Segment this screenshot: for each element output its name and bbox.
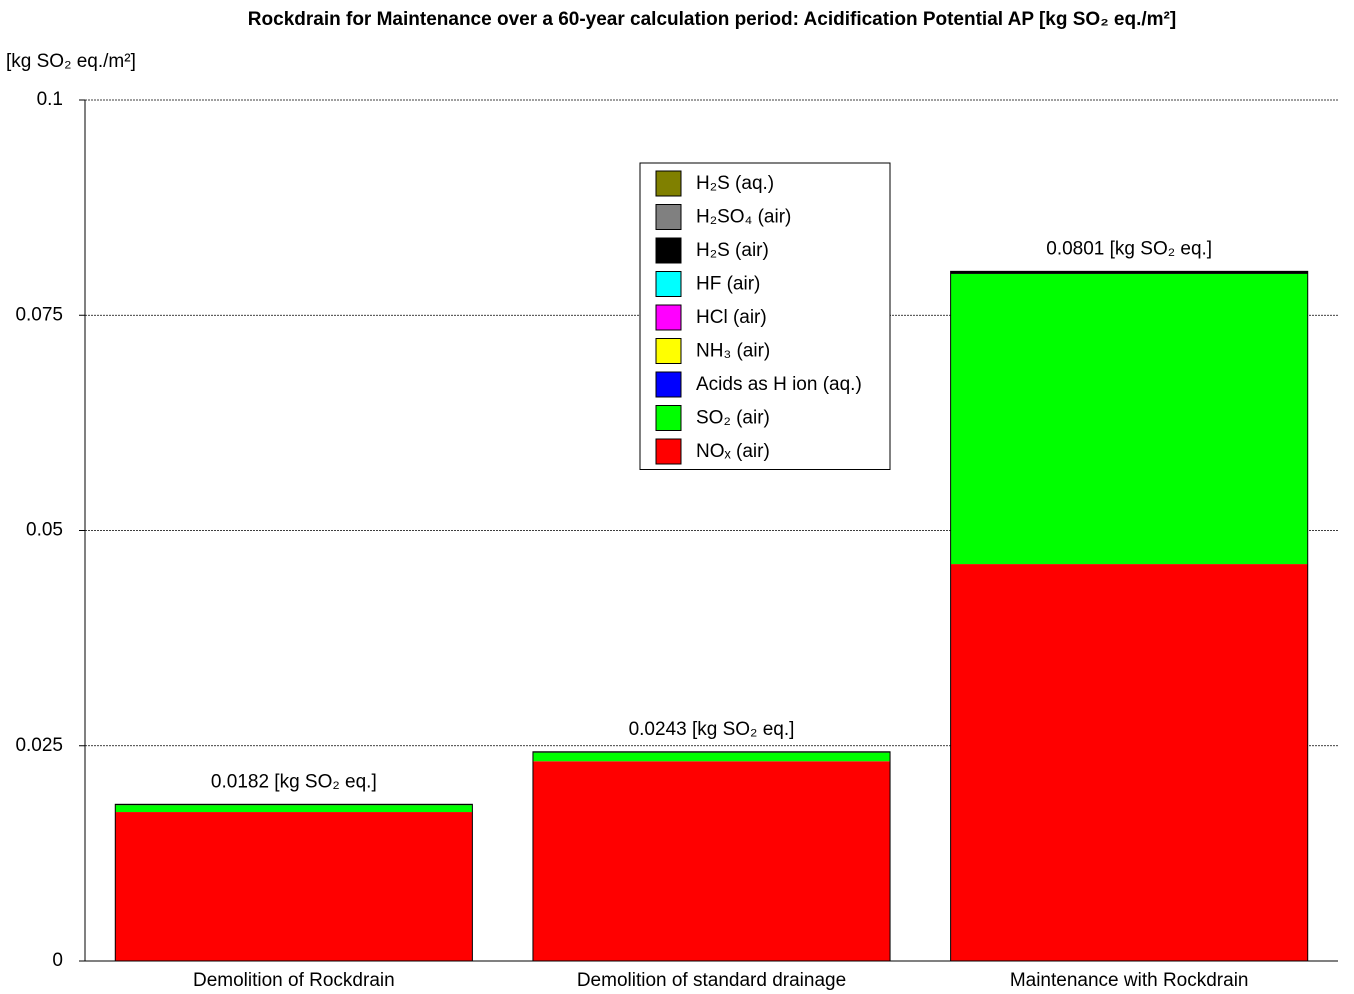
legend-label: Acids as H ion (aq.): [696, 374, 862, 395]
legend-label: HF (air): [696, 274, 760, 295]
total-label: 0.0243 [kg SO₂ eq.]: [629, 719, 795, 740]
legend-box: [639, 162, 891, 470]
bar-segment: [532, 761, 891, 961]
bar-segment: [950, 271, 1308, 274]
legend-label: H₂S (aq.): [696, 173, 774, 194]
legend-swatch: [655, 438, 682, 465]
legend-label: NOₓ (air): [696, 441, 770, 462]
legend-label: H₂S (air): [696, 240, 769, 261]
bar-segment: [115, 805, 473, 813]
bar-segment: [950, 273, 1308, 565]
x-tick-label: Demolition of Rockdrain: [193, 970, 395, 991]
legend-swatch: [655, 237, 682, 264]
x-tick-label: Maintenance with Rockdrain: [1010, 970, 1249, 991]
legend-swatch: [655, 371, 682, 398]
bar-segment: [950, 564, 1308, 961]
legend-swatch: [655, 405, 682, 431]
y-tick-label: 0: [52, 950, 63, 971]
x-tick-label: Demolition of standard drainage: [577, 970, 846, 991]
bar-segment: [532, 752, 891, 762]
y-tick-label: 0.1: [37, 89, 63, 110]
y-tick-label: 0.025: [15, 735, 63, 756]
legend-label: SO₂ (air): [696, 408, 770, 429]
legend-label: NH₃ (air): [696, 341, 770, 362]
y-tick-label: 0.075: [15, 304, 63, 325]
y-tick-label: 0.05: [26, 520, 63, 541]
legend-swatch: [655, 170, 682, 197]
legend-label: H₂SO₄ (air): [696, 207, 791, 228]
total-label: 0.0801 [kg SO₂ eq.]: [1046, 238, 1212, 259]
y-axis-label: [kg SO₂ eq./m²]: [6, 51, 136, 72]
legend-label: HCl (air): [696, 307, 767, 328]
legend-swatch: [655, 304, 682, 331]
chart-title: Rockdrain for Maintenance over a 60-year…: [248, 9, 1176, 30]
legend-swatch: [655, 271, 682, 297]
total-label: 0.0182 [kg SO₂ eq.]: [211, 771, 377, 792]
legend-swatch: [655, 338, 682, 364]
bar-segment: [115, 812, 473, 961]
legend-swatch: [655, 204, 682, 230]
